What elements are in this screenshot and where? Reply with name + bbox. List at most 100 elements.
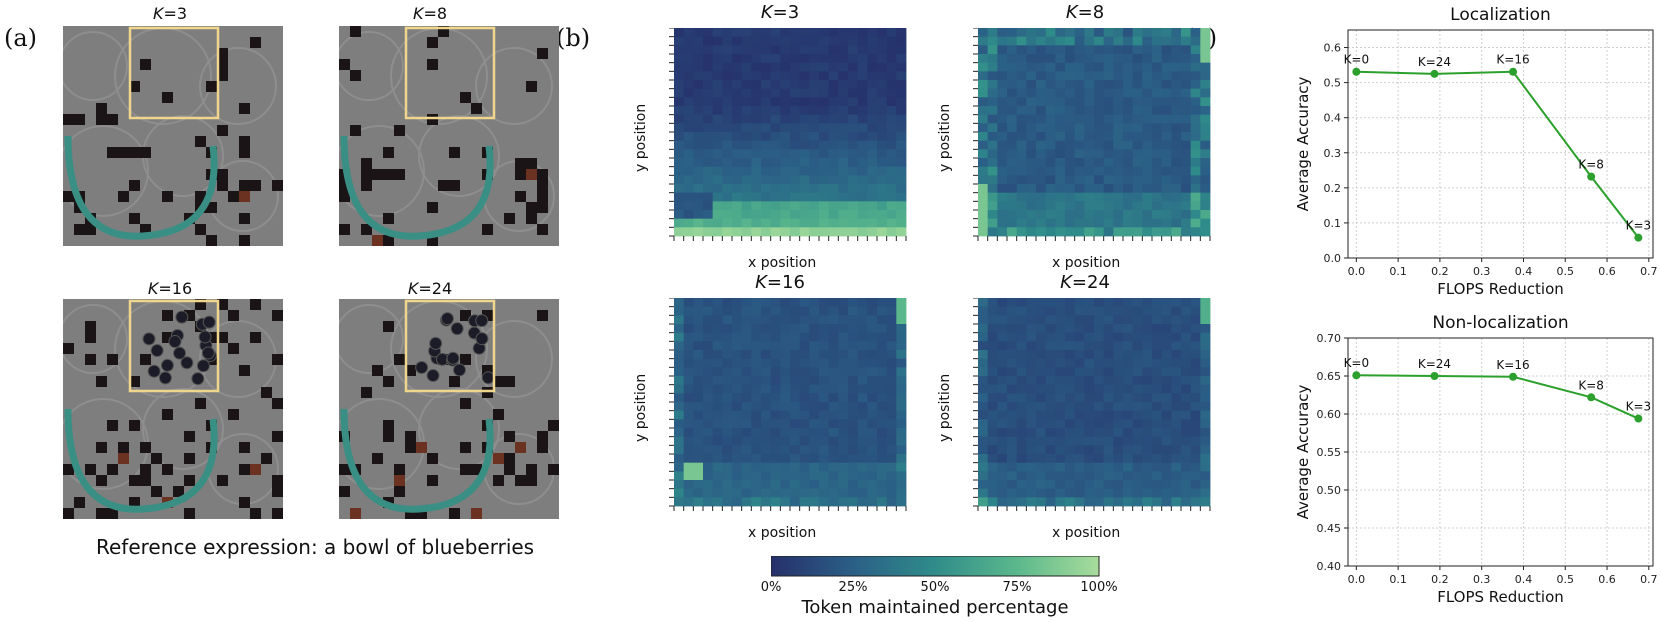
heatmap-cell (848, 376, 859, 386)
heatmap-cell (712, 350, 723, 360)
heatmap-cell (1055, 332, 1066, 342)
heatmap-cell (838, 114, 849, 124)
heatmap-cell (838, 201, 849, 211)
heatmap-cell (1103, 488, 1114, 498)
heatmap-cell (1045, 462, 1056, 472)
heatmap-cell (809, 454, 820, 464)
heatmap-cell (741, 332, 752, 342)
heatmap-cell (997, 332, 1008, 342)
heatmap-cell (809, 350, 820, 360)
heatmap-cell (770, 227, 781, 237)
heatmap-cell (751, 454, 762, 464)
heatmap-cell (1007, 192, 1018, 202)
heatmap-cell (1036, 71, 1047, 81)
heatmap-cell (1007, 471, 1018, 481)
heatmap-cell (799, 175, 810, 185)
kept-token (228, 343, 239, 354)
heatmap-cell (770, 471, 781, 481)
heatmap-cell (1123, 358, 1134, 368)
heatmap-cell (1094, 306, 1105, 316)
heatmap-cell (1200, 384, 1211, 394)
heatmap-cell (1036, 201, 1047, 211)
heatmap-cell (1026, 341, 1037, 351)
heatmap-cell (1036, 192, 1047, 202)
heatmap-cell (1132, 192, 1143, 202)
heatmap-cell (761, 462, 772, 472)
heatmap-cell (987, 218, 998, 228)
heatmap-cell (1190, 80, 1201, 90)
kept-token (272, 310, 283, 321)
heatmap-cell (1036, 367, 1047, 377)
heatmap-cell (693, 298, 704, 308)
heatmap-cell (828, 436, 839, 446)
heatmap-cell (867, 71, 878, 81)
heatmap-cell (809, 410, 820, 420)
kept-token (504, 464, 515, 475)
heatmap-cell (1045, 210, 1056, 220)
heatmap-cell (1152, 376, 1163, 386)
heatmap-cell (848, 218, 859, 228)
heatmap-cell (1036, 332, 1047, 342)
heatmap-cell (877, 123, 888, 133)
heatmap-cell (848, 402, 859, 412)
heatmap-cell (838, 324, 849, 334)
heatmap-cell (1181, 54, 1192, 64)
kept-token (427, 202, 438, 213)
heatmap-cell (1171, 393, 1182, 403)
kept-token (261, 453, 272, 464)
heatmap-cell (896, 410, 907, 420)
heatmap-cell (838, 393, 849, 403)
heatmap-cell (1036, 298, 1047, 308)
heatmap-cell (848, 471, 859, 481)
heatmap-cell (1094, 324, 1105, 334)
heatmap-cell (978, 62, 989, 72)
heatmap-cell (1200, 106, 1211, 116)
kept-token (537, 442, 548, 453)
heatmap-cell (1171, 445, 1182, 455)
heatmap-cell (896, 97, 907, 107)
kept-token (449, 180, 460, 191)
heatmap-cell (877, 114, 888, 124)
heatmap-cell (1103, 350, 1114, 360)
heatmap-cell (1142, 54, 1153, 64)
heatmap-cell (1103, 227, 1114, 237)
heatmap-cell (828, 428, 839, 438)
heatmap-cell (838, 358, 849, 368)
heatmap-cell (838, 454, 849, 464)
heatmap-cell (1036, 28, 1047, 38)
heatmap-cell (1007, 227, 1018, 237)
heatmap-cell (867, 140, 878, 150)
heatmap-cell (1055, 428, 1066, 438)
heatmap-cell (1142, 80, 1153, 90)
heatmap-cell (838, 436, 849, 446)
x-axis-label: FLOPS Reduction (1437, 588, 1564, 606)
heatmap-cell (997, 402, 1008, 412)
heatmap-cell (828, 80, 839, 90)
heatmap-cell (1074, 341, 1085, 351)
kept-token (118, 147, 129, 158)
kept-token (537, 431, 548, 442)
heatmap-cell (978, 227, 989, 237)
heatmap-cell (674, 358, 685, 368)
heatmap-cell (1045, 140, 1056, 150)
heatmap-cell (978, 158, 989, 168)
heatmap-cell (877, 306, 888, 316)
heatmap-cell (693, 114, 704, 124)
heatmap-cell (712, 402, 723, 412)
heatmap-cell (693, 166, 704, 176)
heatmap-cell (1065, 488, 1076, 498)
panel-label-a: (a) (4, 24, 38, 52)
heatmap-cell (1103, 132, 1114, 142)
heatmap-cell (1007, 376, 1018, 386)
heatmap-cell (790, 488, 801, 498)
heatmap-cell (857, 97, 868, 107)
heatmap-cell (732, 436, 743, 446)
kept-token (515, 169, 526, 180)
kept-token (129, 376, 140, 387)
heatmap-cell (1152, 54, 1163, 64)
heatmap-cell (1152, 306, 1163, 316)
heatmap-cell (674, 54, 685, 64)
heatmap-cell (1113, 428, 1124, 438)
kept-token (206, 235, 217, 246)
heatmap-cell (997, 350, 1008, 360)
